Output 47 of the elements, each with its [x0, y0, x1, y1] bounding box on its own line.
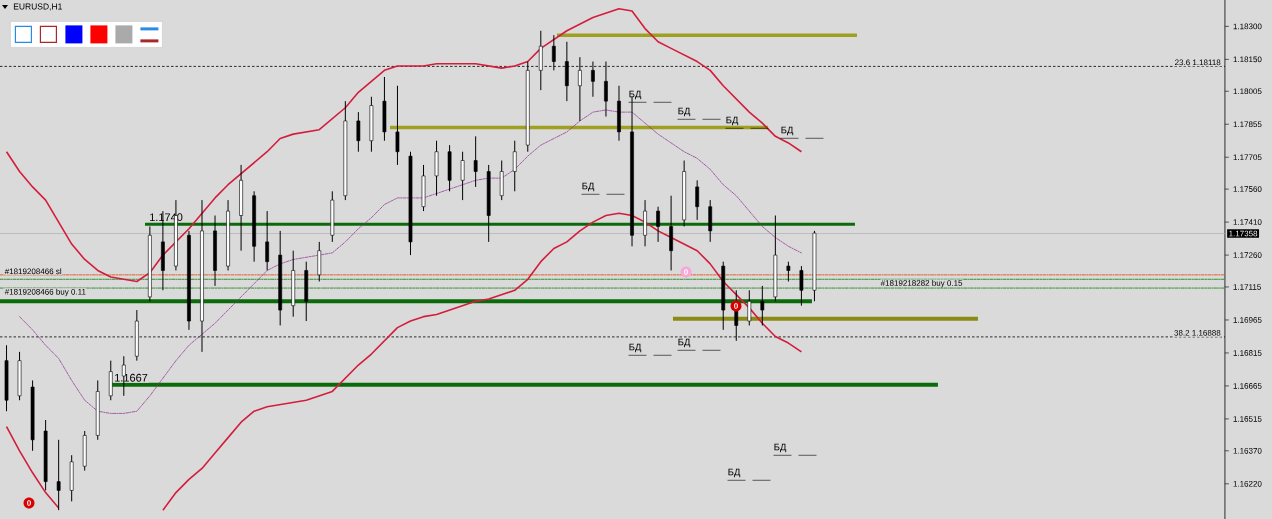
annotation: 0	[734, 303, 738, 309]
y-tick-label: 1.16815	[1233, 350, 1262, 356]
annotation: БД	[582, 182, 595, 192]
annotation: БД	[678, 107, 691, 117]
ref-line-label: #1819208466 buy 0.11	[4, 288, 86, 297]
annotation: БД	[774, 443, 787, 453]
candlestick	[356, 111, 361, 153]
ref-line-label: 38.2 1.16888	[1174, 330, 1221, 336]
y-tick-label: 1.17115	[1233, 284, 1261, 290]
annotation: БД	[728, 468, 741, 478]
y-tick-label: 1.17560	[1233, 186, 1262, 192]
annotation: БД	[629, 90, 642, 100]
y-tick-label: 1.17410	[1233, 219, 1262, 225]
y-tick-label: 1.18005	[1233, 88, 1262, 95]
y-tick-label: 1.17855	[1233, 121, 1262, 128]
y-tick-label: 1.16220	[1233, 480, 1262, 487]
chart-title: EURUSD,H1	[13, 3, 62, 11]
candlestick	[695, 179, 700, 221]
candlestick	[799, 265, 804, 307]
y-tick-label: 1.16965	[1233, 317, 1262, 323]
y-tick-label: 1.16370	[1233, 447, 1262, 454]
annotation: БД	[781, 126, 794, 136]
annotation: БД	[629, 343, 642, 353]
candlestick	[395, 85, 400, 166]
y-tick-label: 1.18300	[1233, 23, 1262, 30]
ref-line-label: #1819208466 sl	[4, 268, 62, 275]
y-tick-label: 1.17705	[1233, 154, 1262, 161]
candlestick	[265, 210, 270, 271]
candlestick	[460, 151, 465, 201]
candlestick	[747, 289, 752, 326]
y-tick-label: 1.18150	[1233, 56, 1262, 63]
ref-line-label: 1.17358	[1229, 230, 1258, 237]
candlestick	[512, 140, 517, 192]
candlestick	[760, 285, 765, 326]
candlestick	[56, 439, 61, 511]
annotation: 0	[27, 500, 31, 506]
ref-line-label: #1819218282 buy 0.15	[880, 279, 963, 288]
candlestick	[656, 206, 660, 243]
ref-line-label: 23.6 1.18118	[1175, 59, 1221, 66]
annotation: БД	[678, 338, 691, 348]
annotation: 0	[684, 269, 688, 275]
y-tick-label: 1.17260	[1233, 252, 1262, 258]
y-tick-label: 1.16665	[1233, 383, 1262, 389]
annotation: БД	[726, 116, 739, 126]
y-tick-label: 1.16515	[1233, 416, 1262, 422]
candlestick	[786, 261, 791, 282]
candlestick	[473, 135, 478, 188]
